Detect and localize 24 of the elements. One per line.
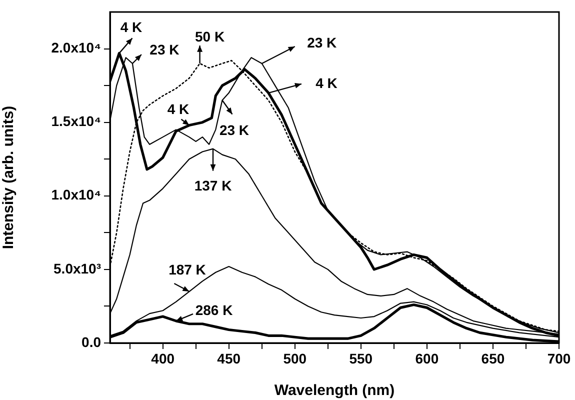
annotation: 4 K: [167, 101, 190, 118]
annotation: 187 K: [168, 261, 206, 278]
x-tick-label: 550: [349, 350, 373, 366]
annotation: 4 K: [316, 74, 338, 91]
annotation: 23 K: [150, 41, 180, 58]
annotation: 23 K: [219, 122, 250, 138]
y-axis-title: Intensity (arb. units): [0, 106, 18, 250]
annotation: 50 K: [195, 28, 225, 44]
x-axis-title: Wavelength (nm): [274, 382, 395, 400]
x-tick-label: 450: [217, 350, 241, 366]
y-tick-label: 2.0x10⁴: [51, 40, 102, 56]
x-tick-label: 400: [151, 350, 175, 366]
y-tick-label: 5.0x10³: [54, 260, 102, 276]
x-tick-label: 700: [547, 350, 571, 366]
annotation: 4 K: [120, 19, 142, 36]
x-tick-label: 650: [481, 350, 505, 366]
y-tick-label: 1.5x10⁴: [51, 113, 102, 130]
x-tick-label: 600: [415, 350, 439, 366]
x-tick-label: 500: [283, 350, 307, 366]
annotation: 286 K: [195, 302, 233, 318]
y-tick-label: 1.0x10⁴: [51, 186, 102, 203]
annotation: 23 K: [307, 34, 337, 50]
y-tick-label: 0.0: [82, 334, 102, 350]
annotation: 137 K: [194, 178, 232, 194]
